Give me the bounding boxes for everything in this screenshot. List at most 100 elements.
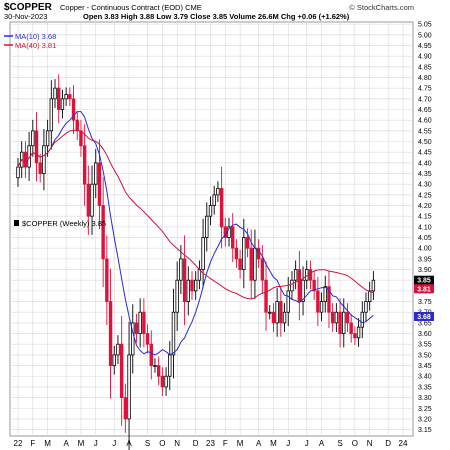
candle-body [349, 322, 353, 334]
candle-body [156, 365, 161, 377]
x-tick-label: 24 [399, 439, 408, 448]
y-tick-label: 3.95 [418, 256, 432, 263]
y-tick-label: 4.20 [418, 203, 432, 210]
last-value-markers: 3.853.81 3.68 [414, 275, 434, 321]
last-close-marker-label: 3.85 [417, 278, 431, 285]
y-tick-label: 4.75 [418, 86, 432, 93]
legend-series-swatch [14, 220, 19, 226]
y-tick-label: 3.90 [418, 267, 432, 274]
candle-body [82, 145, 87, 185]
candle-body [127, 354, 131, 420]
candle-body [319, 301, 324, 313]
candle-body [64, 94, 68, 100]
candle-body [275, 301, 279, 324]
x-tick-label: D [385, 439, 391, 448]
candle-body [134, 322, 139, 334]
x-tick-label: M [44, 439, 51, 448]
candle-body [293, 269, 298, 281]
candle-body [138, 311, 142, 334]
candle-body [38, 162, 42, 174]
x-tick-label: M [270, 439, 277, 448]
candle-body [253, 247, 257, 281]
candle-body [334, 311, 339, 324]
legend-ma10: MA(10) 3.68 [15, 32, 56, 41]
chart-ohlc: Open 3.83 High 3.88 Low 3.79 Close 3.85 … [83, 12, 350, 21]
candle-body [201, 237, 205, 270]
y-tick-label: 4.00 [418, 246, 432, 253]
candle-body [242, 237, 246, 270]
legend: MA(10) 3.68 MA(40) 3.81 $COPPER (Weekly)… [4, 32, 106, 228]
x-tick-label: A [63, 439, 69, 448]
candle-body [353, 333, 357, 339]
y-tick-label: 4.65 [418, 107, 432, 114]
candle-body [264, 279, 268, 313]
candle-body [190, 279, 194, 292]
candle-body [290, 279, 294, 292]
x-tick-label: 22 [14, 439, 23, 448]
candle-body [316, 290, 320, 313]
candle-body [367, 290, 372, 302]
candle-body [249, 247, 253, 281]
candle-body [238, 258, 242, 270]
last-ma10-marker-label: 3.68 [417, 314, 431, 321]
candle-body [301, 279, 305, 302]
candle-body [75, 119, 79, 132]
y-tick-label: 4.90 [418, 54, 432, 61]
y-tick-label: 3.65 [418, 320, 432, 327]
y-tick-label: 4.55 [418, 128, 432, 135]
x-tick-label: J [286, 439, 290, 448]
candle-body [179, 258, 183, 281]
candle-body [57, 87, 61, 110]
candle-body [112, 354, 116, 366]
x-tick-label: O [159, 439, 165, 448]
x-tick-label: 23 [206, 439, 215, 448]
candle-body [79, 130, 83, 147]
y-tick-label: 4.25 [418, 192, 432, 199]
y-tick-label: 4.60 [418, 118, 432, 125]
x-tick-label: A [319, 439, 325, 448]
x-tick-label: M [78, 439, 85, 448]
moving-averages [17, 111, 374, 356]
candle-body [45, 130, 50, 147]
chart-symbol: $COPPER [4, 2, 53, 13]
candle-body [212, 194, 216, 206]
candle-body [60, 98, 65, 110]
y-tick-label: 4.85 [418, 64, 432, 71]
y-tick-label: 4.05 [418, 235, 432, 242]
candle-body [101, 205, 105, 260]
chart-watermark: © StockCharts.com [349, 3, 414, 12]
y-tick-label: 4.10 [418, 224, 432, 231]
candle-body [279, 301, 283, 324]
candle-body [16, 166, 20, 179]
candle-body [342, 311, 346, 334]
y-tick-label: 4.30 [418, 182, 432, 189]
candle-body [312, 279, 316, 292]
candle-body [123, 397, 128, 420]
candle-body [231, 226, 235, 249]
x-tick-label: M [237, 439, 244, 448]
last-ma40-marker-label: 3.81 [417, 286, 431, 293]
x-tick-label: D [193, 439, 199, 448]
y-tick-label: 3.40 [418, 374, 432, 381]
candle-body [193, 279, 198, 292]
candle-body [164, 375, 168, 388]
candle-body [108, 301, 113, 366]
candle-body [131, 322, 135, 356]
chart-description-text: Copper - Continuous Contract (EOD) [60, 3, 183, 12]
candle-body [256, 247, 261, 260]
candle-body [42, 145, 46, 174]
y-tick-label: 4.35 [418, 171, 432, 178]
candle-body [271, 311, 276, 324]
y-tick-label: 3.55 [418, 342, 432, 349]
candle-body [245, 237, 250, 249]
candlestick-series [16, 74, 376, 450]
candle-body [142, 311, 146, 334]
y-tick-label: 3.50 [418, 352, 432, 359]
candle-body [330, 311, 335, 324]
candle-body [323, 286, 327, 302]
candle-body [53, 87, 57, 100]
y-tick-label: 3.20 [418, 416, 432, 423]
candle-body [186, 279, 190, 302]
candle-body [31, 130, 35, 147]
